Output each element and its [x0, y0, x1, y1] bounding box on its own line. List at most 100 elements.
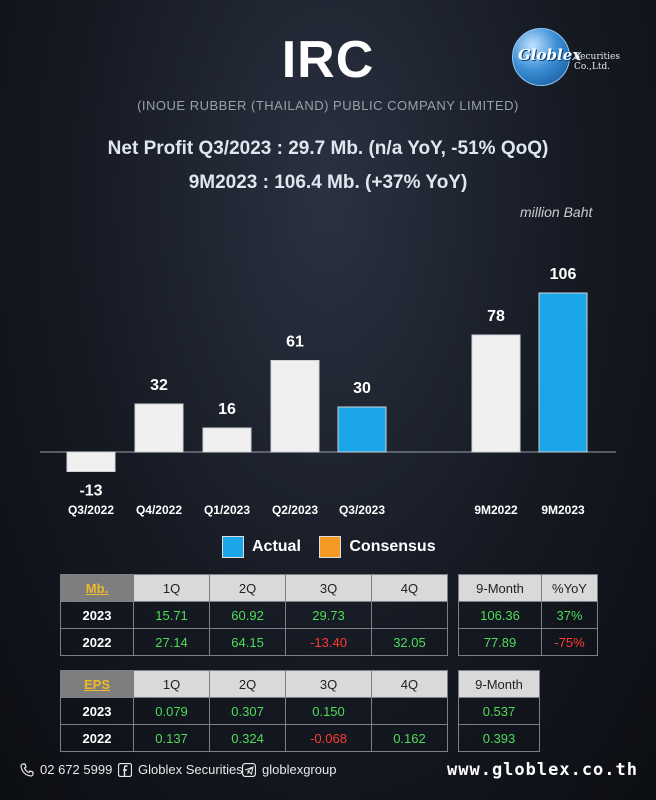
table-cell — [370, 697, 449, 725]
table-cell — [370, 601, 449, 629]
data-label: 16 — [218, 401, 236, 418]
header-3q: 3Q — [285, 574, 372, 602]
footer: 02 672 5999 Globlex Securities globlexgr… — [0, 756, 656, 790]
table-cell: 77.89 — [458, 628, 542, 656]
legend-consensus-label: Consensus — [349, 538, 436, 555]
table-cell: 0.137 — [132, 724, 211, 752]
table-row: 0.537 — [458, 697, 540, 725]
globlex-logo: Globlex Securities Co.,Ltd. — [512, 28, 638, 86]
table-cell: 0.393 — [458, 724, 540, 752]
header-1q: 1Q — [132, 574, 211, 602]
x-tick-label: 9M2023 — [541, 503, 585, 517]
table-cell: 64.15 — [209, 628, 287, 656]
header-1q: 1Q — [132, 670, 211, 698]
row-label: 2023 — [60, 697, 134, 725]
header-4q: 4Q — [370, 574, 449, 602]
table-cell: 29.73 — [285, 601, 372, 629]
net-profit-bar-chart: -13 Q3/2022 32 Q4/2022 16 Q1/2023 61 Q2/2023 30 Q… — [40, 266, 616, 517]
header-2q: 2Q — [209, 574, 287, 602]
phone-icon — [20, 762, 34, 777]
table-cell: -0.068 — [285, 724, 372, 752]
legend-consensus-swatch — [319, 536, 342, 558]
row-label: 2022 — [60, 724, 134, 752]
bar-q2-2023 — [270, 360, 320, 453]
table-row: 2023 0.079 0.307 0.150 — [60, 697, 449, 725]
table-cell: -75% — [541, 628, 598, 656]
header-3q: 3Q — [285, 670, 372, 698]
bar-q4-2022 — [134, 403, 184, 453]
x-tick-label: Q3/2022 — [68, 503, 114, 517]
table-header-row: EPS 1Q 2Q 3Q 4Q — [60, 670, 449, 698]
table-row: 2022 0.137 0.324 -0.068 0.162 — [60, 724, 449, 752]
net-profit-table: Mb. 1Q 2Q 3Q 4Q 2023 15.71 60.92 29.73 2… — [60, 574, 449, 656]
legend-actual-label: Actual — [252, 538, 301, 555]
facebook-name: Globlex Securities — [138, 762, 243, 777]
data-label: 106 — [550, 266, 577, 283]
row-label: 2023 — [60, 601, 134, 629]
table-cell: 0.162 — [370, 724, 449, 752]
legend-actual-swatch — [222, 536, 244, 558]
logo-name: Globlex — [518, 46, 582, 64]
table-cell: 0.324 — [209, 724, 287, 752]
table-row: 2022 27.14 64.15 -13.40 32.05 — [60, 628, 449, 656]
table-cell: 60.92 — [209, 601, 287, 629]
footer-telegram[interactable]: globlexgroup — [242, 762, 336, 777]
table-cell: 15.71 — [132, 601, 211, 629]
company-name: (INOUE RUBBER (THAILAND) PUBLIC COMPANY … — [137, 98, 519, 113]
unit-label: million Baht — [520, 204, 593, 220]
legend-consensus: Consensus — [319, 536, 436, 558]
table-header-row: 9-Month %YoY — [458, 574, 598, 602]
table-cell: 27.14 — [132, 628, 211, 656]
table-cell: 0.150 — [285, 697, 372, 725]
data-label: 78 — [487, 308, 505, 325]
data-label: -13 — [79, 483, 102, 500]
x-tick-label: Q4/2022 — [136, 503, 182, 517]
data-label: 30 — [353, 380, 371, 397]
facebook-icon — [118, 762, 132, 777]
data-label: 61 — [286, 334, 304, 351]
header-yoy: %YoY — [541, 574, 598, 602]
table-cell: -13.40 — [285, 628, 372, 656]
net-profit-9m-table: 9-Month %YoY 106.36 37% 77.89 -75% — [458, 574, 598, 656]
telegram-handle: globlexgroup — [262, 762, 337, 777]
table-corner-label: Mb. — [60, 574, 134, 602]
data-label: 32 — [150, 377, 168, 394]
table-row: 77.89 -75% — [458, 628, 598, 656]
phone-number: 02 672 5999 — [40, 762, 113, 777]
table-cell: 37% — [541, 601, 598, 629]
table-cell: 32.05 — [370, 628, 449, 656]
headline-9m: 9M2023 : 106.4 Mb. (+37% YoY) — [188, 172, 468, 193]
eps-table: EPS 1Q 2Q 3Q 4Q 2023 0.079 0.307 0.150 2… — [60, 670, 449, 752]
footer-phone[interactable]: 02 672 5999 — [20, 762, 112, 777]
table-cell: 0.537 — [458, 697, 540, 725]
eps-9m-table: 9-Month 0.537 0.393 — [458, 670, 540, 752]
row-label: 2022 — [60, 628, 134, 656]
x-tick-label: Q2/2023 — [272, 503, 318, 517]
x-tick-label: Q1/2023 — [204, 503, 250, 517]
table-row: 2023 15.71 60.92 29.73 — [60, 601, 449, 629]
header-2q: 2Q — [209, 670, 287, 698]
headline-quarter: Net Profit Q3/2023 : 29.7 Mb. (n/a YoY, … — [107, 138, 549, 159]
header-4q: 4Q — [370, 670, 449, 698]
bar-9m2022 — [471, 334, 521, 453]
footer-facebook[interactable]: Globlex Securities — [118, 762, 243, 777]
table-cell: 0.079 — [132, 697, 211, 725]
table-corner-label: EPS — [60, 670, 134, 698]
table-header-row: 9-Month — [458, 670, 540, 698]
page-title: IRC — [281, 31, 375, 89]
table-cell: 0.307 — [209, 697, 287, 725]
x-tick-label: Q3/2023 — [339, 503, 385, 517]
bar-q1-2023 — [202, 427, 252, 453]
bar-q3-2023 — [337, 406, 387, 453]
table-row: 106.36 37% — [458, 601, 598, 629]
header-9-month: 9-Month — [458, 574, 542, 602]
legend-actual: Actual — [222, 536, 301, 558]
bar-9m2023 — [538, 292, 588, 453]
table-cell: 106.36 — [458, 601, 542, 629]
x-tick-label: 9M2022 — [474, 503, 518, 517]
header-9-month: 9-Month — [458, 670, 540, 698]
website-link[interactable]: www.globlex.co.th — [447, 760, 638, 780]
bar-q3-2022 — [66, 451, 116, 472]
table-header-row: Mb. 1Q 2Q 3Q 4Q — [60, 574, 449, 602]
chart-legend: Actual Consensus — [222, 536, 450, 563]
